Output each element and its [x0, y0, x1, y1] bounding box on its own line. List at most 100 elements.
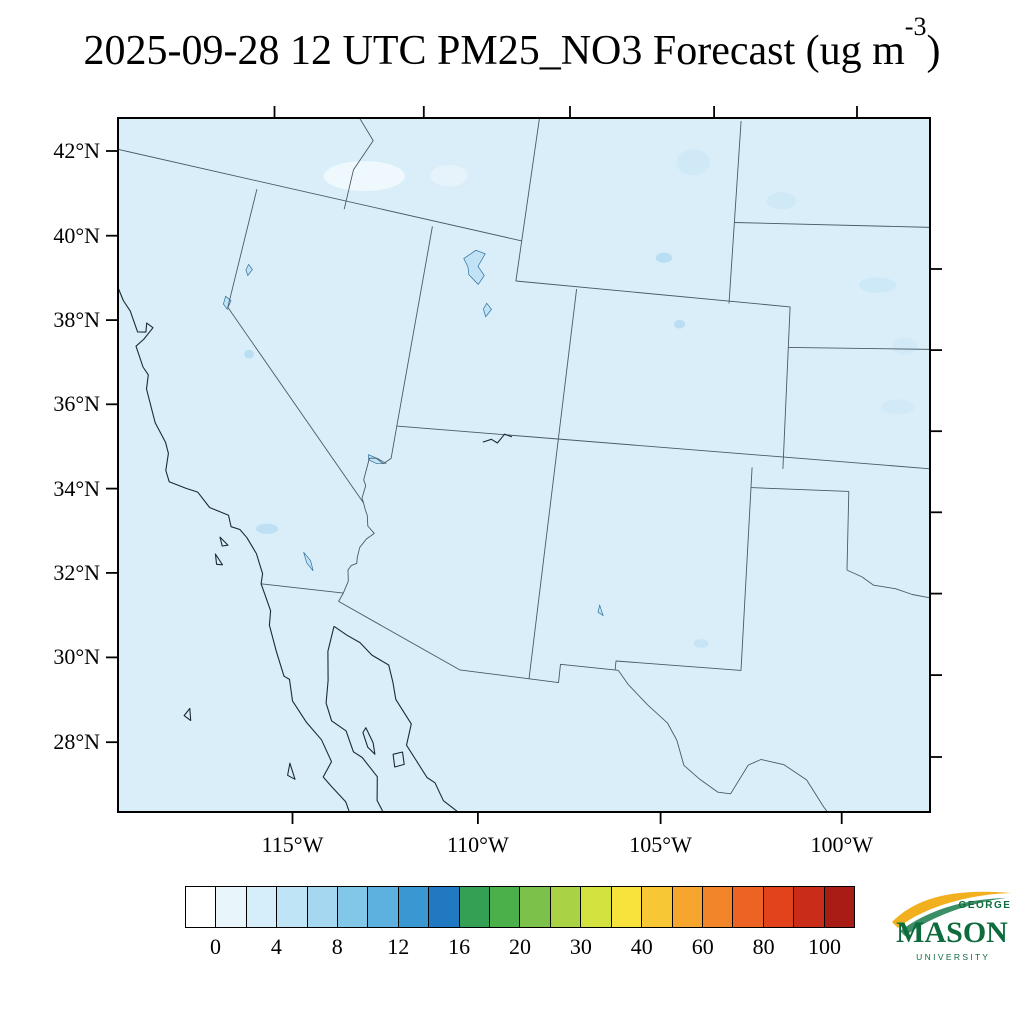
pacific-coastline [118, 286, 350, 812]
border-37n-line [396, 425, 930, 470]
logo-swoosh-gold [892, 891, 1012, 928]
border-nv-az-colorado-river [361, 426, 398, 504]
salton-sea [303, 551, 314, 572]
lake-powell-shore [482, 433, 513, 444]
border-114w-nv-ut [396, 226, 433, 427]
logo-swoosh-green [900, 898, 1006, 936]
page-title: 2025-09-28 12 UTC PM25_NO3 Forecast (ug … [0, 12, 1024, 75]
map-frame [117, 117, 931, 813]
lat-label-30: 30°N [53, 644, 100, 670]
title-suffix: ) [926, 28, 941, 74]
logo-george: GEORGE [959, 900, 1012, 911]
colorbar-label-4: 4 [270, 934, 282, 959]
forecast-map: 42°N 40°N 38°N 36°N 34°N 32°N 30°N 28°N 115°W 110… [53, 106, 942, 857]
lake-tahoe [223, 295, 232, 310]
field-patch-sd [766, 192, 797, 210]
colorbar-box-9 [458, 886, 491, 928]
colorbar-label-40: 40 [630, 934, 653, 959]
border-41n-wy-co-ne [515, 280, 791, 308]
field-patch-nebraska-2 [891, 337, 918, 355]
lon-label-110w: 110°W [447, 832, 509, 857]
logo-mason: MASON [896, 916, 1008, 949]
colorbar-box-3 [276, 886, 308, 928]
santa-catalina-island [219, 536, 229, 547]
border-42n-or-id [118, 148, 522, 242]
border-us-mexico-az-nm [338, 592, 619, 684]
colorbar-label-16: 16 [448, 934, 471, 959]
border-us-mexico-ca [261, 583, 344, 594]
title-superscript: -3 [904, 12, 927, 41]
lat-label-42: 42°N [53, 138, 100, 164]
utah-lake [483, 302, 492, 318]
colorbar-box-7 [397, 886, 430, 928]
socal-lakes [255, 523, 279, 534]
lake-speck-se-nm [693, 639, 709, 648]
colorbar-box-20 [793, 886, 825, 928]
colorbar-box-11 [519, 886, 551, 928]
field-patch-idaho [430, 165, 468, 187]
border-rio-grande [617, 670, 829, 812]
border-109w-az-nm [528, 450, 558, 680]
colorbar-box-13 [580, 886, 612, 928]
pyramid-lake [245, 263, 253, 277]
colorbar-box-19 [762, 886, 795, 928]
elephant-butte-lake [597, 604, 604, 617]
colorbar-labels: 0 4 8 12 16 20 30 40 60 80 100 [185, 934, 855, 960]
san-clemente-island [214, 553, 224, 566]
colorbar-box-15 [641, 886, 673, 928]
border-or-id-snake [343, 118, 374, 210]
border-100w-tx-ok [846, 491, 850, 571]
border-40n-ne-ks [788, 346, 930, 350]
colorbar-box-1 [215, 886, 247, 928]
great-salt-lake [463, 249, 486, 285]
colorbar-box-4 [306, 886, 339, 928]
colorbar-box-17 [701, 886, 734, 928]
lake-speck-wyoming [655, 252, 673, 263]
angel-de-la-guarda-island [362, 727, 376, 755]
border-ca-nv [227, 189, 364, 504]
cedros-island [287, 762, 296, 780]
lat-label-38: 38°N [53, 307, 100, 333]
title-text: 2025-09-28 12 UTC PM25_NO3 Forecast (ug … [83, 28, 905, 74]
colorbar-label-80: 80 [752, 934, 775, 959]
colorbar-label-100: 100 [808, 934, 841, 959]
border-109w-ut-co [556, 289, 578, 451]
map-svg [106, 106, 942, 824]
field-patch-kansas [881, 399, 915, 415]
baja-gulf-coastline [325, 626, 384, 812]
lat-label-28: 28°N [53, 729, 100, 755]
field-patch-ne-wyoming [676, 149, 710, 176]
lat-label-40: 40°N [53, 222, 100, 248]
colorbar-box-10 [489, 886, 521, 928]
border-43n-sd-ne [734, 222, 930, 228]
border-111w-id-wy-ut [515, 118, 540, 282]
colorbar-label-60: 60 [691, 934, 714, 959]
border-ca-az-colorado-river [342, 502, 375, 594]
lat-label-32: 32°N [53, 559, 100, 585]
lat-label-36: 36°N [53, 391, 100, 417]
border-104w-wy-east [728, 120, 742, 304]
field-patch-snake-plain [323, 161, 405, 192]
colorbar-box-16 [671, 886, 703, 928]
colorbar-label-30: 30 [569, 934, 592, 959]
colorbar-boxes [185, 886, 855, 928]
lon-label-105w: 105°W [629, 832, 692, 857]
guadalupe-island [183, 707, 192, 722]
colorbar-box-2 [245, 886, 278, 928]
colorbar-box-0 [185, 886, 217, 928]
colorbar-box-5 [337, 886, 369, 928]
lat-label-34: 34°N [53, 475, 100, 501]
lake-speck-colorado [674, 319, 686, 329]
colorbar-label-0: 0 [210, 934, 221, 959]
pm25-field [118, 118, 930, 812]
border-36-5n-ok-tx [750, 487, 849, 492]
map-content [118, 118, 930, 812]
field-patch-nebraska-1 [859, 277, 897, 293]
colorbar-box-21 [823, 886, 855, 928]
colorbar-box-14 [610, 886, 643, 928]
colorbar-label-20: 20 [509, 934, 531, 959]
colorbar-box-18 [732, 886, 764, 928]
sonora-gulf-coastline [333, 625, 458, 812]
colorbar-label-8: 8 [331, 934, 343, 959]
